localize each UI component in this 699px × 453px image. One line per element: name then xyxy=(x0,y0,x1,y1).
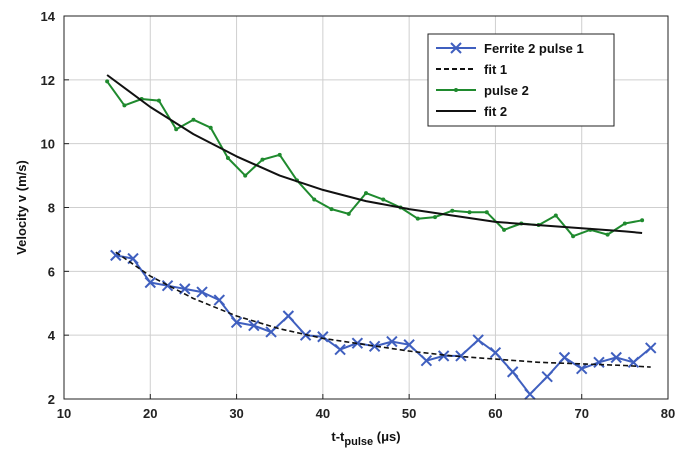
data-point-x-marker xyxy=(558,351,571,364)
legend-entry: pulse 2 xyxy=(436,83,529,98)
x-tick-label: 30 xyxy=(229,406,243,421)
data-point-x-marker xyxy=(420,354,433,367)
series-fit-2 xyxy=(106,74,643,234)
data-point-x-marker xyxy=(334,343,346,356)
x-tick-label: 10 xyxy=(57,406,71,421)
data-point-dot xyxy=(346,211,351,216)
data-point-dot xyxy=(208,125,213,130)
data-point-x-marker xyxy=(437,350,450,362)
legend-entry: fit 1 xyxy=(436,62,507,77)
data-point-x-marker xyxy=(506,366,519,378)
data-point-dot xyxy=(454,88,458,92)
data-point-dot xyxy=(622,221,627,226)
data-point-dot xyxy=(484,210,489,215)
data-point-dot xyxy=(260,157,265,162)
legend: Ferrite 2 pulse 1 fit 1 pulse 2 fit 2 xyxy=(427,33,615,127)
x-tick-label: 20 xyxy=(143,406,157,421)
data-point-x-marker xyxy=(386,335,398,348)
data-point-dot xyxy=(605,232,610,237)
data-point-dot xyxy=(640,218,645,223)
data-point-x-marker xyxy=(489,347,502,359)
x-tick-label: 50 xyxy=(402,406,416,421)
data-point-x-marker xyxy=(524,388,536,400)
y-tick-label: 4 xyxy=(48,328,56,343)
data-point-x-marker xyxy=(627,356,640,369)
x-axis-label: t-tpulse (μs) xyxy=(331,429,400,448)
series-layer xyxy=(105,74,657,400)
series-line xyxy=(106,80,643,238)
axis-ticks: 10 20 30 40 50 60 70 80 2 4 6 8 10 12 14 xyxy=(41,9,676,421)
legend-label: fit 1 xyxy=(484,62,507,77)
data-point-dot xyxy=(433,215,438,220)
data-point-x-marker xyxy=(541,370,553,383)
legend-label: fit 2 xyxy=(484,104,507,119)
data-point-dot xyxy=(277,152,282,157)
data-point-x-marker xyxy=(368,340,381,353)
data-point-x-marker xyxy=(351,337,364,349)
data-point-dot xyxy=(467,210,472,215)
data-point-x-marker xyxy=(403,339,415,351)
legend-label: pulse 2 xyxy=(484,83,529,98)
data-point-x-marker xyxy=(161,279,174,292)
data-point-dot xyxy=(174,127,179,132)
data-point-dot xyxy=(502,227,507,232)
legend-label: Ferrite 2 pulse 1 xyxy=(484,41,584,56)
x-axis-label-main: t-t xyxy=(331,429,345,444)
data-point-dot xyxy=(156,98,161,103)
data-point-dot xyxy=(225,156,230,161)
data-point-x-marker xyxy=(576,362,588,375)
data-point-x-marker xyxy=(248,319,260,332)
data-point-dot xyxy=(105,79,110,84)
x-tick-label: 80 xyxy=(661,406,675,421)
data-point-dot xyxy=(312,197,317,202)
series-line xyxy=(115,251,651,368)
data-point-x-marker xyxy=(593,356,605,369)
data-point-x-marker xyxy=(179,283,191,295)
data-point-dot xyxy=(243,173,248,178)
data-point-x-marker xyxy=(610,351,622,364)
y-tick-label: 2 xyxy=(48,392,55,407)
data-point-x-marker xyxy=(144,276,156,289)
x-tick-label: 70 xyxy=(574,406,588,421)
series-ferrite-2-pulse-1 xyxy=(110,249,657,400)
y-tick-label: 6 xyxy=(48,264,55,279)
x-tick-label: 40 xyxy=(316,406,330,421)
data-point-x-marker xyxy=(472,334,484,346)
y-tick-label: 10 xyxy=(41,137,55,152)
data-point-x-marker xyxy=(265,326,277,338)
data-point-dot xyxy=(571,234,576,239)
data-point-dot xyxy=(191,117,196,122)
x-tick-label: 60 xyxy=(488,406,502,421)
data-point-x-marker xyxy=(282,310,295,322)
data-point-x-marker xyxy=(230,316,243,329)
data-point-x-marker xyxy=(317,331,329,343)
data-point-dot xyxy=(329,207,334,212)
legend-entry: fit 2 xyxy=(436,104,507,119)
y-tick-label: 12 xyxy=(41,73,55,88)
y-axis-label: Velocity v (m/s) xyxy=(14,160,29,255)
data-point-dot xyxy=(381,197,386,202)
data-point-dot xyxy=(450,208,455,213)
legend-entry: Ferrite 2 pulse 1 xyxy=(436,41,584,56)
x-axis-label-subscript: pulse xyxy=(344,436,373,448)
data-point-x-marker xyxy=(213,294,226,306)
data-point-dot xyxy=(364,191,368,196)
data-point-x-marker xyxy=(196,286,208,298)
data-point-x-marker xyxy=(455,350,467,362)
series-line xyxy=(106,74,643,234)
data-point-x-marker xyxy=(110,249,122,262)
data-point-dot xyxy=(553,213,558,218)
data-point-dot xyxy=(415,216,420,221)
data-point-x-marker xyxy=(450,42,462,54)
series-fit-1 xyxy=(115,251,651,368)
data-point-x-marker xyxy=(645,342,657,354)
y-tick-label: 14 xyxy=(41,9,56,24)
x-axis-label-unit: (μs) xyxy=(373,429,400,444)
y-tick-label: 8 xyxy=(48,201,55,216)
data-point-dot xyxy=(122,103,127,108)
